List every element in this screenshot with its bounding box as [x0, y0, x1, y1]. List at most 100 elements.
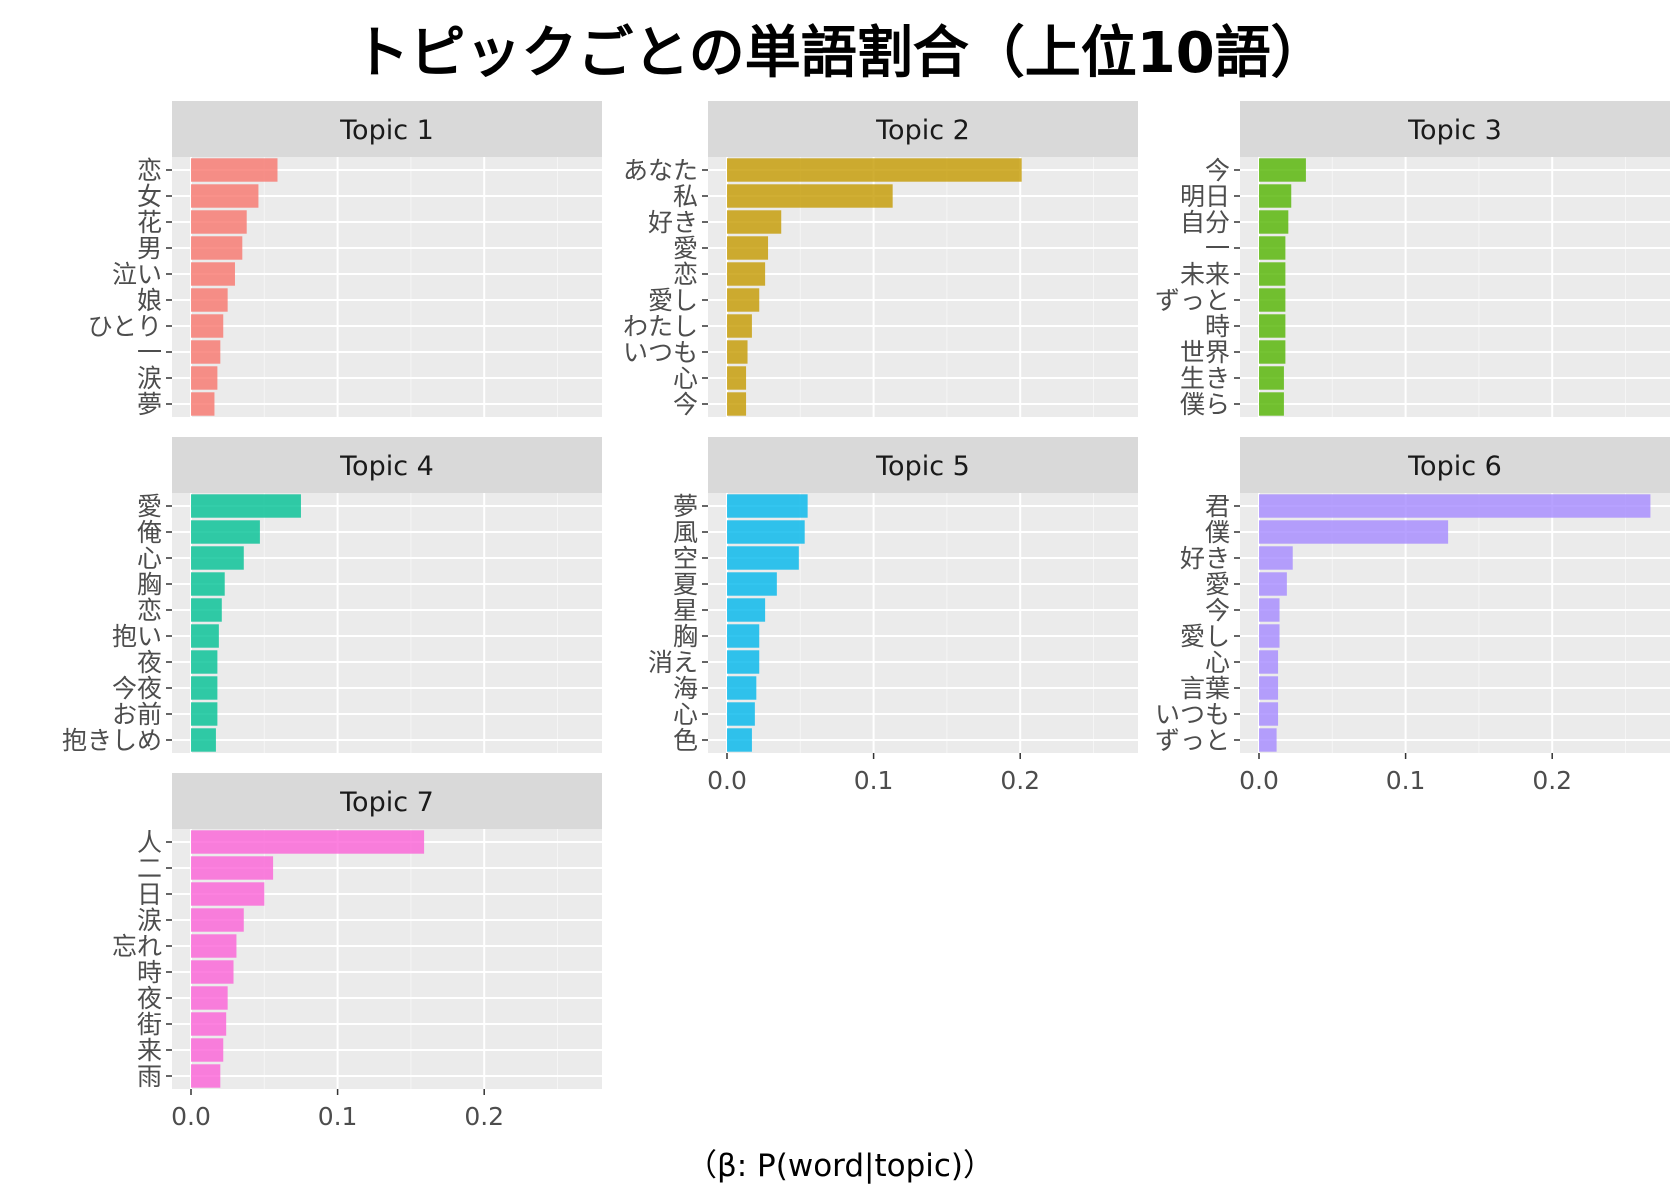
bar [1259, 288, 1286, 312]
y-tick-label: 女 [137, 182, 162, 211]
bar [191, 882, 265, 906]
y-tick-label: ずっと [1155, 286, 1230, 315]
bar [1259, 158, 1306, 182]
facet-strip-label: Topic 4 [339, 451, 434, 482]
bar [191, 392, 215, 416]
bar [727, 288, 760, 312]
y-tick-label: いつも [1155, 700, 1230, 729]
y-tick-label: わたし [623, 312, 698, 341]
y-tick-label: 抱きしめ [62, 726, 162, 755]
y-tick-label: 夢 [137, 390, 162, 419]
y-tick-label: 今 [673, 390, 698, 419]
facet-strip-label: Topic 5 [875, 451, 970, 482]
bar [1259, 184, 1292, 208]
bar [727, 650, 760, 674]
bar [191, 598, 222, 622]
bar [727, 262, 766, 286]
bar [191, 1064, 221, 1088]
y-tick-label: 日 [137, 880, 162, 909]
y-tick-label: 消え [648, 648, 698, 677]
bar [191, 908, 244, 932]
y-tick-label: 言葉 [1180, 674, 1230, 703]
y-tick-label: 心 [673, 700, 698, 729]
bar [191, 934, 237, 958]
y-tick-label: 恋 [673, 260, 698, 289]
y-tick-label: 街 [137, 1010, 162, 1039]
bar [727, 236, 769, 260]
x-tick-label: 0.0 [1239, 766, 1279, 795]
bar [191, 572, 225, 596]
y-tick-label: 愛し [1180, 622, 1230, 651]
facet-strip [1240, 437, 1670, 493]
facet-strip-label: Topic 2 [875, 115, 970, 146]
bar [1259, 702, 1279, 726]
y-tick-label: 恋 [137, 156, 162, 185]
y-tick-label: 二 [137, 854, 162, 883]
chart-title: トピックごとの単語割合（上位10語） [353, 21, 1327, 86]
y-tick-label: ひとり [88, 312, 162, 341]
y-tick-label: 今 [1205, 156, 1230, 185]
y-tick-label: 僕 [1205, 518, 1230, 547]
bar [191, 314, 224, 338]
bar [727, 392, 747, 416]
x-tick-label: 0.1 [854, 766, 894, 795]
bar [191, 702, 218, 726]
y-tick-label: 星 [673, 596, 698, 625]
y-tick-label: 愛し [648, 286, 698, 315]
y-tick-label: 抱い [112, 622, 162, 651]
facet-strip [708, 437, 1138, 493]
y-tick-label: 色 [673, 726, 698, 755]
y-tick-label: 愛 [1205, 570, 1230, 599]
facet-strip [708, 101, 1138, 157]
y-tick-label: 君 [1205, 492, 1230, 521]
y-tick-label: 今 [1205, 596, 1230, 625]
y-tick-label: 好き [648, 208, 698, 237]
bar [191, 650, 218, 674]
y-tick-label: 僕ら [1180, 390, 1230, 419]
bar [1259, 598, 1280, 622]
y-tick-label: 自分 [1180, 208, 1230, 237]
x-tick-label: 0.0 [171, 1102, 211, 1131]
x-tick-label: 0.2 [464, 1102, 504, 1131]
bar [1259, 624, 1280, 648]
bar [191, 1012, 227, 1036]
y-tick-label: 時 [1205, 312, 1230, 341]
bar [727, 546, 799, 570]
bar [1259, 236, 1286, 260]
bar [727, 572, 777, 596]
y-tick-label: 心 [673, 364, 698, 393]
y-tick-label: 花 [137, 208, 162, 237]
y-tick-label: 一 [137, 338, 162, 367]
y-tick-label: 夏 [673, 570, 698, 599]
bar [191, 856, 274, 880]
bar [191, 546, 244, 570]
bar [1259, 340, 1286, 364]
y-tick-label: 一 [1205, 234, 1230, 263]
bar [1259, 572, 1287, 596]
bar [727, 366, 747, 390]
y-tick-label: あなた [623, 156, 698, 185]
bar [1259, 314, 1286, 338]
y-tick-label: 明日 [1180, 182, 1230, 211]
bar [727, 184, 893, 208]
bar [191, 676, 218, 700]
facet-strip [172, 437, 602, 493]
bar [191, 624, 219, 648]
facet-strip-label: Topic 6 [1407, 451, 1502, 482]
y-tick-label: 愛 [673, 234, 698, 263]
facet-strip-label: Topic 1 [339, 115, 434, 146]
y-tick-label: いつも [623, 338, 698, 367]
panel-background [1240, 157, 1670, 417]
bar [1259, 546, 1293, 570]
y-tick-label: 好き [1180, 544, 1230, 573]
bar [727, 494, 808, 518]
x-tick-label: 0.2 [1532, 766, 1572, 795]
y-tick-label: 涙 [137, 906, 162, 935]
y-tick-label: 時 [137, 958, 162, 987]
facet-strip [1240, 101, 1670, 157]
bar [191, 728, 216, 752]
y-tick-label: 人 [137, 828, 162, 857]
